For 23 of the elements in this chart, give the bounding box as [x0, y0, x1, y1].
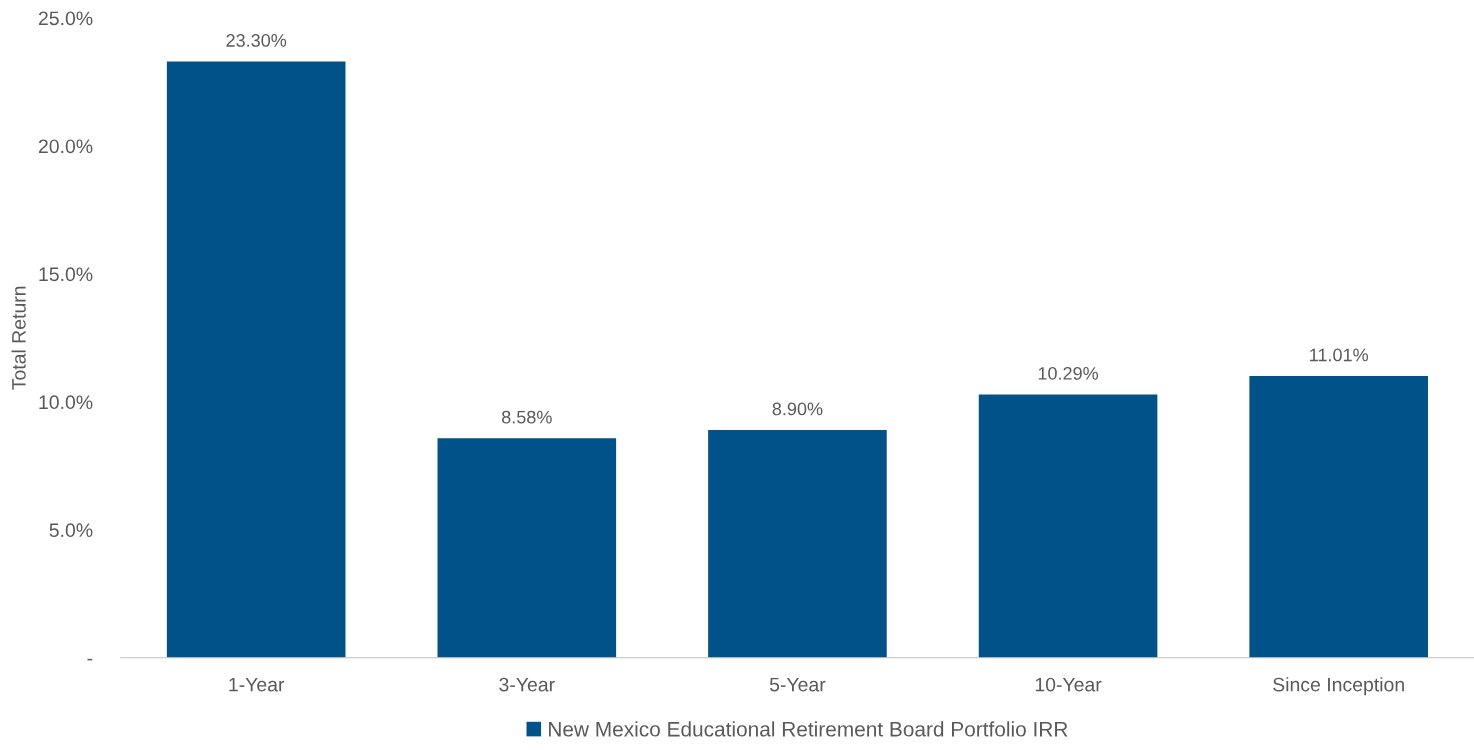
y-tick-label: 15.0%: [39, 267, 93, 282]
bar: [978, 394, 1158, 658]
x-tick-label: 3-Year: [499, 677, 555, 692]
y-tick-label: -: [87, 658, 93, 661]
y-tick-label: 20.0%: [38, 139, 93, 154]
data-label: 8.58%: [502, 410, 552, 424]
bar: [1249, 376, 1428, 658]
bar: [437, 438, 617, 658]
x-tick-label: Since Inception: [1273, 677, 1404, 696]
x-tick-label: 1-Year: [229, 677, 285, 692]
data-label: 8.90%: [772, 402, 823, 416]
data-label: 10.29%: [1038, 366, 1099, 380]
y-tick-label: 10.0%: [39, 395, 93, 410]
x-tick-label: 5-Year: [769, 677, 826, 692]
legend-label: New Mexico Educational Retirement Board Portfolio IRR: [549, 721, 1068, 737]
data-label: 23.30%: [226, 34, 287, 47]
data-label: 11.01%: [1310, 348, 1368, 362]
y-tick-label: 5.0%: [49, 523, 93, 538]
x-tick-label: 10-Year: [1035, 677, 1102, 692]
bar: [708, 430, 887, 658]
y-tick-label: 25.0%: [38, 11, 93, 26]
y-axis-title: Total Return: [11, 286, 26, 390]
bar: [166, 61, 346, 658]
